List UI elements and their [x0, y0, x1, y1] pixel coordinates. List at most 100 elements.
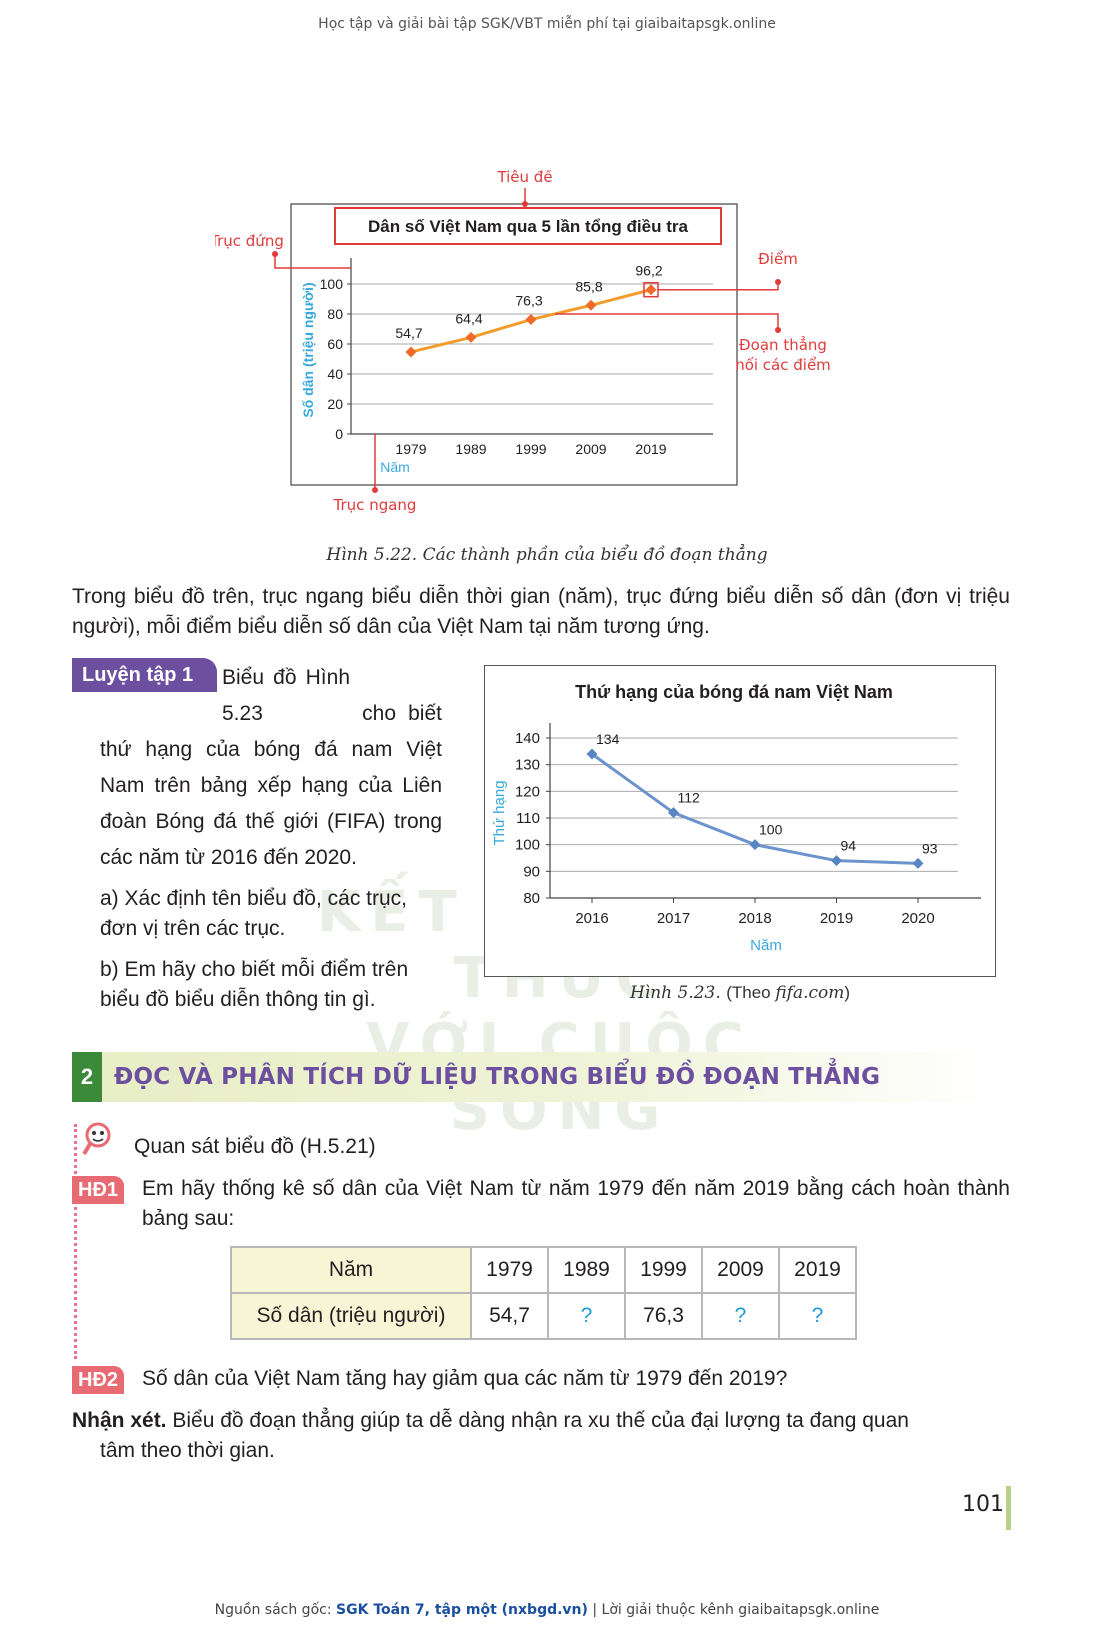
y-tick-labels: 0 20 40 60 80 100 [320, 276, 344, 442]
data-label: 134 [596, 731, 620, 747]
fifa-ranking-line-chart: Thứ hạng của bóng đá nam Việt Nam 80 90 10… [484, 665, 996, 977]
data-label: 64,4 [455, 310, 482, 326]
hd2-text: Số dân của Việt Nam tăng hay giảm qua cá… [142, 1367, 788, 1390]
footer-note: Nguồn sách gốc: SGK Toán 7, tập một (nxb… [214, 1602, 880, 1618]
practice-text: Biểu đồ Hình 5.23 cho biết thứ hạng của … [100, 666, 442, 869]
x-tick-label: 2019 [820, 910, 853, 927]
hd1-text: Em hãy thống kê số dân của Việt Nam từ n… [142, 1177, 1010, 1230]
chart-title: Thứ hạng của bóng đá nam Việt Nam [575, 682, 893, 702]
title-callout: Tiêu đề [496, 170, 552, 186]
y-tick-label: 100 [515, 837, 540, 854]
x-axis-callout: Trục ngang [333, 496, 417, 514]
remark-paragraph: Nhận xét. Biểu đồ đoạn thẳng giúp ta dễ … [72, 1409, 909, 1462]
data-point [525, 314, 537, 326]
hd1-badge: HĐ1 [72, 1176, 125, 1204]
table-cell: 1989 [547, 1246, 626, 1294]
x-tick-label: 1999 [515, 441, 546, 457]
data-point [585, 299, 597, 311]
x-tick-labels: 2016 2017 2018 2019 2020 [575, 898, 935, 927]
data-label: 85,8 [575, 278, 602, 294]
y-tick-label: 140 [515, 730, 540, 747]
figure-523-caption: Hình 5.23. (Theo fifa.com) [629, 983, 851, 1003]
table-cell: ? [778, 1292, 857, 1340]
y-tick-label: 20 [327, 396, 343, 412]
population-line-chart: Dân số Việt Nam qua 5 lần tổng điều tra … [215, 170, 831, 514]
table-cell: 2009 [701, 1246, 780, 1294]
data-label: 94 [841, 838, 857, 854]
x-tick-label: 1989 [455, 441, 486, 457]
y-tick-label: 0 [335, 426, 343, 442]
x-tick-label: 2017 [657, 910, 690, 927]
table-cell: 1999 [624, 1246, 703, 1294]
data-point [586, 748, 598, 760]
chart-frame [484, 665, 996, 977]
header-note: Học tập và giải bài tập SGK/VBT miễn phí… [318, 16, 776, 32]
magnifier-mascot-icon [82, 1122, 111, 1156]
table-cell: 54,7 [470, 1292, 549, 1340]
observe-instruction: Quan sát biểu đồ (H.5.21) [134, 1135, 376, 1158]
segment-callout-line1: Đoạn thẳng [739, 335, 827, 354]
table-cell: ? [547, 1292, 626, 1340]
intro-paragraph: Trong biểu đồ trên, trục ngang biểu diễn… [72, 585, 1010, 638]
y-tick-labels: 80 90 100 110 120 130 140 [515, 730, 540, 907]
data-point [405, 346, 417, 358]
table-row: Năm 1979 1989 1999 2009 2019 [230, 1246, 857, 1294]
highlighted-point-box [643, 281, 659, 298]
x-tick-label: 2009 [575, 441, 606, 457]
x-tick-label: 2019 [635, 441, 666, 457]
x-tick-label: 1979 [395, 441, 426, 457]
x-axis-label: Năm [380, 459, 410, 475]
practice-question-b: b) Em hãy cho biết mỗi điểm trên biểu đồ… [100, 958, 409, 1011]
data-points [405, 284, 657, 358]
table-cell: 76,3 [624, 1292, 703, 1340]
y-tick-label: 40 [327, 366, 343, 382]
y-tick-label: 80 [523, 890, 540, 907]
x-tick-label: 2016 [575, 910, 608, 927]
data-label: 96,2 [635, 263, 662, 279]
data-point [668, 807, 679, 819]
table-header-cell: Năm [230, 1246, 472, 1294]
x-axis-label: Năm [750, 937, 782, 954]
data-points [586, 748, 924, 869]
table-cell: 2019 [778, 1246, 857, 1294]
section-title: ĐỌC VÀ PHÂN TÍCH DỮ LIỆU TRONG BIỂU ĐỒ Đ… [114, 1064, 881, 1090]
table-row: Số dân (triệu người) 54,7 ? 76,3 ? ? [230, 1292, 857, 1340]
y-tick-label: 110 [516, 810, 540, 827]
practice-badge: Luyện tập 1 [72, 658, 217, 692]
page-number-bar [1006, 1486, 1011, 1530]
data-point [645, 284, 657, 296]
y-tick-label: 100 [320, 276, 344, 292]
chart-title: Dân số Việt Nam qua 5 lần tổng điều tra [368, 217, 688, 236]
hd2-badge: HĐ2 [72, 1366, 125, 1394]
data-labels: 54,7 64,4 76,3 85,8 96,2 [395, 263, 662, 341]
x-tick-label: 2020 [901, 910, 934, 927]
chart-frame [290, 203, 738, 486]
y-tick-label: 90 [523, 863, 540, 880]
data-labels: 134 112 100 94 93 [596, 731, 938, 856]
x-tick-labels: 1979 1989 1999 2009 2019 [395, 441, 666, 457]
table-header-cell: Số dân (triệu người) [230, 1292, 472, 1340]
y-tick-label: 130 [515, 757, 540, 774]
chart-title-box [334, 207, 722, 245]
data-point [831, 855, 842, 867]
y-axis-callout: Trục đứng [215, 232, 284, 250]
figure-522-caption: Hình 5.22. Các thành phần của biểu đồ đo… [326, 545, 768, 565]
segment-callout-line2: nối các điểm [735, 356, 831, 374]
chart-grid [546, 737, 958, 899]
data-label: 76,3 [515, 293, 542, 309]
table-cell: ? [701, 1292, 780, 1340]
data-point [912, 857, 924, 869]
data-label: 93 [922, 840, 938, 856]
practice-question-a: a) Xác định tên biểu đồ, các trục, đơn v… [100, 887, 408, 940]
section-number: 2 [72, 1052, 102, 1102]
data-point [465, 331, 477, 343]
data-point [749, 839, 761, 851]
data-label: 112 [678, 790, 701, 806]
y-tick-label: 80 [327, 306, 343, 322]
y-tick-label: 60 [327, 336, 343, 352]
activity-dotted-rule [74, 1124, 77, 1359]
population-table: Năm 1979 1989 1999 2009 2019 Số dân (tri… [230, 1246, 857, 1340]
y-axis-label: Số dân (triệu người) [300, 282, 316, 417]
y-tick-label: 120 [515, 783, 540, 800]
data-label: 54,7 [395, 325, 422, 341]
